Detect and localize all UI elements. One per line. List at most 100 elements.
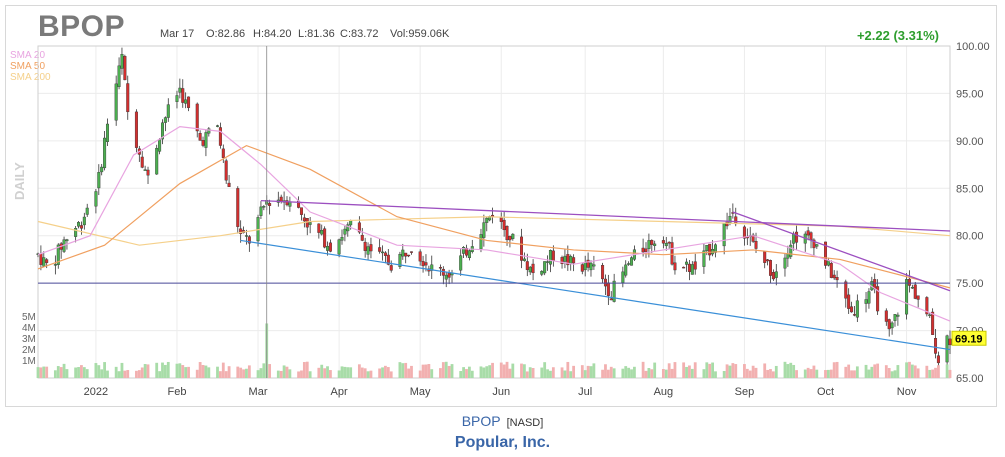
volume-bar <box>441 362 445 378</box>
candle-up <box>184 99 188 104</box>
candle-down <box>586 259 590 268</box>
candle-down <box>285 200 289 206</box>
volume-bar <box>690 368 694 378</box>
candle-down <box>328 242 332 252</box>
volume-bar <box>424 364 428 378</box>
close-readout: C:83.72 <box>340 28 379 40</box>
volume-bar <box>329 370 332 378</box>
volume-bar <box>398 362 402 378</box>
candle-down <box>673 262 677 271</box>
candle-down <box>508 235 512 241</box>
volume-bar <box>708 363 712 378</box>
candle-down <box>317 223 321 233</box>
volume-bar <box>725 364 729 378</box>
volume-bar <box>198 362 202 378</box>
candle-up <box>467 250 471 259</box>
candle-up <box>815 244 819 247</box>
candle-up <box>175 95 179 102</box>
x-tick-label: 2022 <box>84 386 108 398</box>
volume-bar <box>268 364 272 378</box>
y-tick-label: 95.00 <box>956 88 984 100</box>
candle-up <box>401 249 405 257</box>
volume-bar <box>855 366 859 378</box>
x-tick-label: Feb <box>167 386 186 398</box>
candle-down <box>852 314 856 316</box>
candle-up <box>346 224 350 232</box>
volume-bar <box>693 362 697 378</box>
volume-bar <box>146 364 150 378</box>
trendline-upper <box>260 199 951 232</box>
volume-bar <box>604 364 607 378</box>
candle-up <box>479 234 483 250</box>
x-tick-label: Jun <box>492 386 510 398</box>
low-readout: L:81.36 <box>298 28 335 40</box>
volume-bar <box>653 362 657 378</box>
candle-down <box>424 262 428 266</box>
candle-down <box>913 284 917 299</box>
volume-bar <box>482 367 486 378</box>
volume-bar <box>178 363 182 378</box>
volume-bar <box>934 367 937 378</box>
volume-bar <box>560 367 564 378</box>
volume-bar <box>685 366 688 378</box>
candle-down <box>551 250 555 261</box>
volume-bar <box>867 369 871 378</box>
candle-down <box>601 265 605 280</box>
volume-bar <box>227 366 231 378</box>
candle-down <box>126 83 130 113</box>
candle-up <box>53 264 57 266</box>
candle-down <box>363 241 367 251</box>
volume-bar <box>566 361 570 378</box>
volume-bar <box>928 369 932 378</box>
y-tick-label: 90.00 <box>956 136 984 148</box>
candle-up <box>664 242 668 247</box>
candle-down <box>531 263 535 274</box>
volume-bar <box>407 368 410 378</box>
volume-tick-label: 3M <box>22 334 36 345</box>
volume-bar <box>528 367 532 378</box>
volume-bar <box>786 364 790 378</box>
y-tick-label: 75.00 <box>956 278 984 290</box>
volume-bar <box>114 366 118 378</box>
volume-bar <box>479 366 483 378</box>
volume-bar <box>346 367 350 378</box>
candle-down <box>198 133 202 141</box>
volume-bar <box>612 368 616 378</box>
candle-up <box>864 299 868 304</box>
sma20-line <box>37 126 951 322</box>
candle-up <box>722 223 726 247</box>
candle-up <box>444 274 448 280</box>
volume-bar <box>795 370 798 378</box>
volume-bar <box>745 368 749 378</box>
candle-down <box>389 265 393 271</box>
volume-bar <box>447 365 451 378</box>
volume-tick-label: 2M <box>22 345 36 356</box>
candle-up <box>94 191 98 207</box>
volume-bar <box>763 363 767 378</box>
volume-bar <box>488 365 492 378</box>
volume-bar <box>242 369 245 378</box>
candle-down <box>181 88 185 103</box>
candle-up <box>105 123 109 142</box>
volume-bar <box>427 364 431 378</box>
volume-bar <box>166 361 170 378</box>
footer-symbol[interactable]: BPOP <box>461 413 501 429</box>
candle-down <box>560 257 564 264</box>
candle-down <box>386 254 390 265</box>
company-name[interactable]: Popular, Inc. <box>454 434 551 451</box>
candle-down <box>305 218 309 228</box>
volume-bar <box>647 368 651 378</box>
candle-down <box>520 236 524 261</box>
volume-bar <box>404 362 408 378</box>
volume-bar <box>650 369 654 378</box>
volume-bar <box>175 363 179 378</box>
candle-up <box>74 228 78 237</box>
volume-bar <box>592 363 596 378</box>
volume-bar <box>850 370 853 378</box>
volume-bar <box>300 370 303 378</box>
volume-bar <box>549 370 552 378</box>
volume-bar <box>864 364 868 378</box>
candle-up <box>789 244 793 257</box>
candle-up <box>702 250 706 267</box>
candle-down <box>247 236 251 244</box>
